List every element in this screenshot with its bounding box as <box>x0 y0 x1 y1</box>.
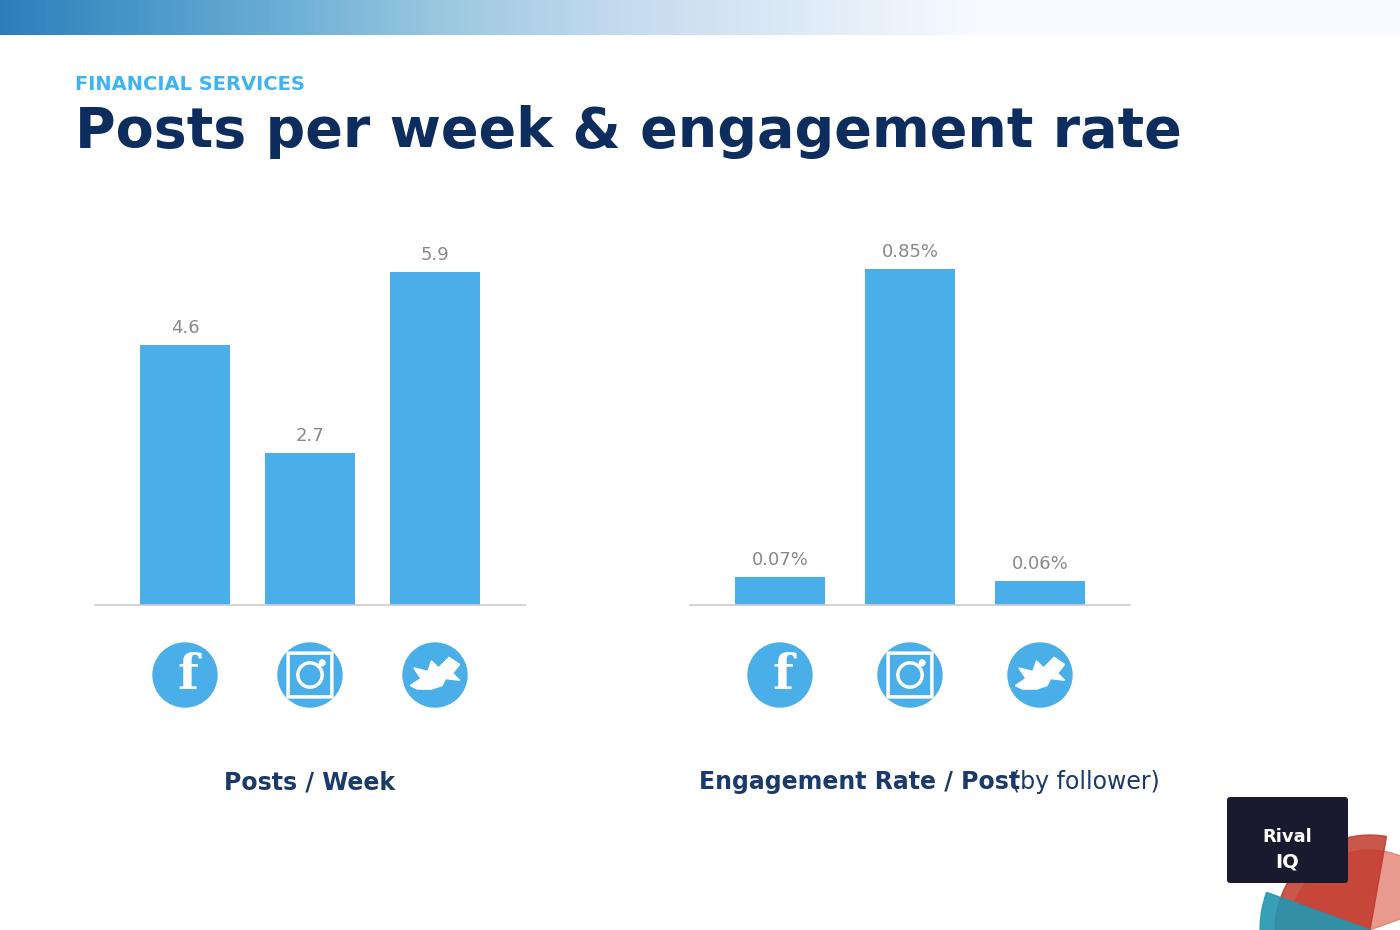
Bar <box>391 272 480 605</box>
Text: FINANCIAL SERVICES: FINANCIAL SERVICES <box>76 75 305 94</box>
Text: 0.85%: 0.85% <box>882 244 938 261</box>
Text: f: f <box>178 652 199 698</box>
Text: IQ: IQ <box>1275 852 1299 871</box>
Circle shape <box>153 643 217 707</box>
Text: 4.6: 4.6 <box>171 319 199 338</box>
Circle shape <box>920 660 925 666</box>
Text: f: f <box>773 652 794 698</box>
Text: 0.07%: 0.07% <box>752 551 808 569</box>
Bar <box>735 578 825 605</box>
Bar <box>265 453 356 605</box>
Wedge shape <box>1260 893 1371 930</box>
Text: 2.7: 2.7 <box>295 427 325 445</box>
Bar <box>995 581 1085 605</box>
Text: (by follower): (by follower) <box>1011 770 1159 794</box>
Circle shape <box>748 643 812 707</box>
Circle shape <box>878 643 942 707</box>
Polygon shape <box>410 658 459 689</box>
Wedge shape <box>1275 835 1386 930</box>
Circle shape <box>279 643 342 707</box>
Wedge shape <box>1295 850 1400 930</box>
Text: Posts / Week: Posts / Week <box>224 770 396 794</box>
Text: 0.06%: 0.06% <box>1012 555 1068 573</box>
Circle shape <box>1008 643 1072 707</box>
Circle shape <box>403 643 468 707</box>
Text: Engagement Rate / Post: Engagement Rate / Post <box>700 770 1021 794</box>
Bar <box>865 270 955 605</box>
Text: 5.9: 5.9 <box>420 246 449 264</box>
Text: Posts per week & engagement rate: Posts per week & engagement rate <box>76 105 1182 159</box>
Circle shape <box>319 660 325 666</box>
Text: Rival: Rival <box>1263 828 1312 846</box>
Bar <box>140 345 230 605</box>
FancyBboxPatch shape <box>1226 797 1348 883</box>
Polygon shape <box>1015 658 1064 689</box>
